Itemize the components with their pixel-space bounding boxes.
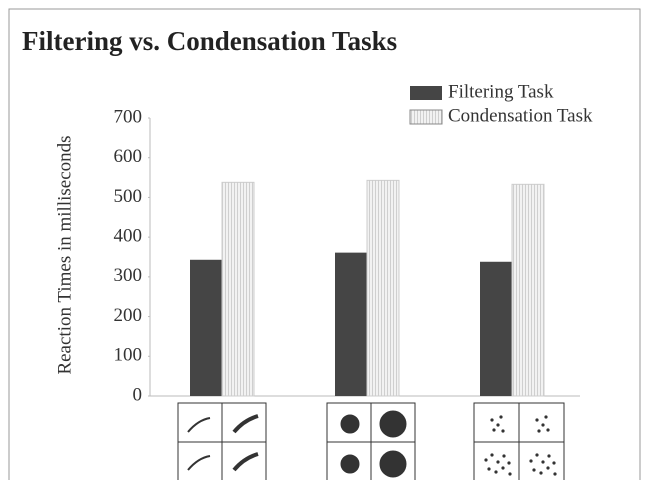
y-tick-label: 500	[114, 186, 143, 207]
y-tick-label: 400	[114, 226, 143, 247]
bar	[221, 181, 255, 397]
chart-title: Filtering vs. Condensation Tasks	[22, 26, 397, 56]
y-tick-label: 300	[114, 265, 143, 286]
bar	[190, 259, 222, 396]
legend-swatch	[409, 109, 443, 125]
y-axis-label: Reaction Times in milliseconds	[54, 135, 75, 374]
y-tick-label: 0	[133, 384, 143, 405]
legend-label: Condensation Task	[448, 105, 593, 126]
bar	[511, 183, 545, 397]
bar	[366, 179, 400, 397]
legend-label: Filtering Task	[448, 81, 554, 102]
icons	[177, 402, 565, 480]
bar	[335, 252, 367, 396]
y-tick-label: 600	[114, 146, 143, 167]
legend-swatch	[410, 86, 442, 100]
y-tick-label: 200	[114, 305, 143, 326]
y-tick-label: 700	[114, 106, 143, 127]
frame	[8, 8, 641, 480]
y-tick-label: 100	[114, 345, 143, 366]
bar	[480, 261, 512, 396]
